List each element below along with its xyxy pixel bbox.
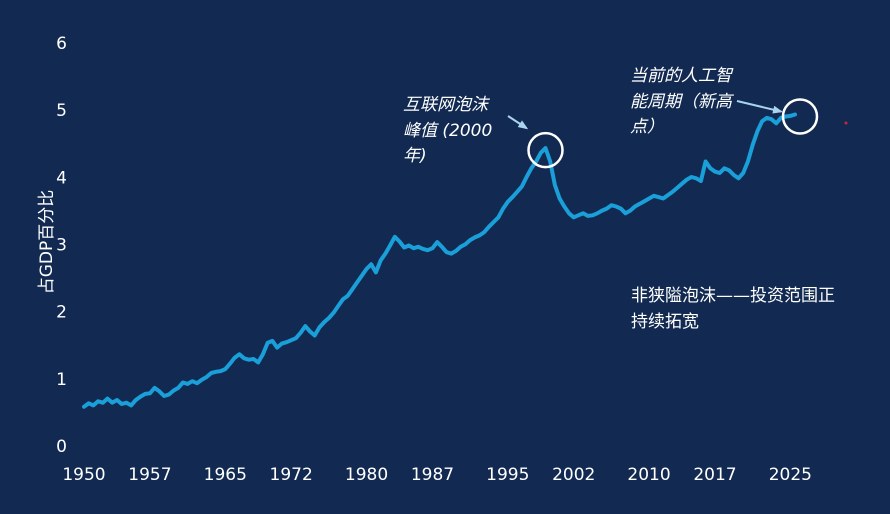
x-tick-label: 1987 xyxy=(411,465,454,485)
x-tick-label: 2010 xyxy=(627,465,670,485)
y-tick-label: 0 xyxy=(56,437,67,457)
x-tick-label: 1965 xyxy=(204,465,247,485)
y-axis-ticks: 0 1 2 3 4 5 6 xyxy=(56,34,67,457)
y-tick-label: 6 xyxy=(56,34,67,54)
x-tick-label: 2017 xyxy=(693,465,736,485)
ai-cycle-circle xyxy=(781,98,819,135)
x-tick-label: 2002 xyxy=(552,465,595,485)
y-tick-label: 2 xyxy=(56,303,67,323)
x-tick-label: 2025 xyxy=(769,465,812,485)
series-line xyxy=(82,112,797,409)
x-tick-label: 1957 xyxy=(128,465,171,485)
y-axis-title: 占GDP百分比 xyxy=(37,190,57,295)
ai-cycle-arrow xyxy=(736,100,783,114)
x-tick-label: 1980 xyxy=(345,465,388,485)
y-tick-label: 3 xyxy=(56,236,67,256)
non-bubble-annotation: 非狭隘泡沫——投资范围正 持续拓宽 xyxy=(631,286,835,332)
x-tick-label: 1950 xyxy=(62,465,105,485)
red-dot-marker xyxy=(844,121,848,125)
y-tick-label: 1 xyxy=(56,370,67,390)
x-tick-label: 1972 xyxy=(270,465,313,485)
x-tick-label: 1995 xyxy=(486,465,529,485)
y-tick-label: 5 xyxy=(56,101,67,121)
x-axis-ticks: 1950 1957 1965 1972 1980 1987 1995 2002 2010 2017… xyxy=(62,465,812,485)
dotcom-peak-annotation: 互联网泡沫 峰值 (2000 年) xyxy=(403,95,493,166)
y-tick-label: 4 xyxy=(56,168,67,188)
dotcom-peak-circle xyxy=(527,131,564,169)
dotcom-arrow xyxy=(507,115,529,130)
ai-cycle-annotation: 当前的人工智 能周期（新高 点） xyxy=(630,66,732,137)
